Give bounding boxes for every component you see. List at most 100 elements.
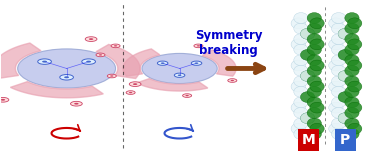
Ellipse shape	[347, 60, 362, 71]
Ellipse shape	[301, 92, 315, 102]
Ellipse shape	[347, 81, 362, 92]
Circle shape	[86, 61, 91, 63]
Ellipse shape	[301, 50, 315, 60]
Ellipse shape	[347, 123, 362, 134]
Polygon shape	[123, 49, 160, 76]
Ellipse shape	[310, 81, 324, 92]
Ellipse shape	[301, 134, 315, 145]
Ellipse shape	[310, 102, 324, 113]
Ellipse shape	[345, 129, 359, 139]
Text: Symmetry
breaking: Symmetry breaking	[195, 29, 262, 57]
Ellipse shape	[291, 39, 305, 50]
Ellipse shape	[294, 55, 308, 66]
Ellipse shape	[338, 71, 352, 81]
Ellipse shape	[291, 18, 305, 29]
Ellipse shape	[294, 44, 308, 55]
Ellipse shape	[307, 118, 321, 129]
Ellipse shape	[338, 50, 352, 60]
Ellipse shape	[332, 118, 346, 129]
Ellipse shape	[332, 55, 346, 66]
Ellipse shape	[338, 113, 352, 124]
Ellipse shape	[307, 23, 321, 34]
Ellipse shape	[332, 23, 346, 34]
Polygon shape	[136, 79, 208, 91]
Text: P: P	[340, 133, 350, 147]
Ellipse shape	[338, 50, 352, 60]
Circle shape	[71, 101, 82, 106]
Circle shape	[1, 99, 5, 101]
Ellipse shape	[345, 34, 359, 45]
Ellipse shape	[338, 28, 352, 39]
Ellipse shape	[301, 134, 315, 145]
Ellipse shape	[338, 113, 352, 124]
Circle shape	[74, 103, 79, 105]
Circle shape	[82, 59, 96, 64]
Ellipse shape	[307, 86, 321, 97]
Ellipse shape	[338, 28, 352, 39]
Circle shape	[60, 74, 73, 80]
Ellipse shape	[338, 92, 352, 102]
Ellipse shape	[294, 23, 308, 34]
Circle shape	[126, 91, 135, 94]
Ellipse shape	[345, 55, 359, 66]
Ellipse shape	[307, 76, 321, 87]
Circle shape	[157, 61, 168, 65]
Ellipse shape	[294, 34, 308, 45]
Polygon shape	[202, 50, 236, 76]
Ellipse shape	[294, 13, 308, 23]
Ellipse shape	[345, 107, 359, 118]
Ellipse shape	[307, 129, 321, 139]
Circle shape	[18, 49, 116, 88]
Ellipse shape	[332, 34, 346, 45]
Ellipse shape	[329, 123, 343, 134]
Ellipse shape	[345, 86, 359, 97]
Polygon shape	[10, 82, 103, 98]
Circle shape	[174, 73, 185, 77]
Ellipse shape	[291, 102, 305, 113]
Circle shape	[64, 76, 69, 78]
Circle shape	[129, 92, 132, 93]
Ellipse shape	[338, 134, 352, 145]
Ellipse shape	[329, 102, 343, 113]
Circle shape	[96, 53, 105, 57]
Circle shape	[110, 75, 113, 77]
Ellipse shape	[301, 113, 315, 124]
Ellipse shape	[345, 13, 359, 23]
Ellipse shape	[329, 39, 343, 50]
Ellipse shape	[301, 92, 315, 102]
Ellipse shape	[332, 129, 346, 139]
Ellipse shape	[347, 18, 362, 29]
Ellipse shape	[329, 60, 343, 71]
Ellipse shape	[301, 28, 315, 39]
Circle shape	[183, 94, 192, 97]
Ellipse shape	[310, 123, 324, 134]
Circle shape	[38, 59, 51, 64]
Ellipse shape	[347, 102, 362, 113]
Ellipse shape	[294, 86, 308, 97]
Ellipse shape	[332, 44, 346, 55]
Ellipse shape	[338, 92, 352, 102]
Ellipse shape	[301, 28, 315, 39]
Ellipse shape	[294, 97, 308, 108]
Ellipse shape	[345, 118, 359, 129]
Text: M: M	[302, 133, 315, 147]
Ellipse shape	[329, 18, 343, 29]
Circle shape	[99, 54, 102, 56]
Ellipse shape	[332, 13, 346, 23]
Ellipse shape	[307, 65, 321, 76]
Polygon shape	[96, 44, 140, 79]
Circle shape	[228, 79, 237, 82]
Ellipse shape	[345, 65, 359, 76]
Ellipse shape	[307, 97, 321, 108]
Circle shape	[111, 44, 120, 48]
Ellipse shape	[307, 44, 321, 55]
Ellipse shape	[345, 97, 359, 108]
Circle shape	[129, 82, 141, 86]
Ellipse shape	[307, 107, 321, 118]
Ellipse shape	[301, 50, 315, 60]
Ellipse shape	[329, 81, 343, 92]
Ellipse shape	[294, 107, 308, 118]
Circle shape	[195, 62, 198, 64]
Polygon shape	[0, 43, 41, 79]
Ellipse shape	[332, 65, 346, 76]
